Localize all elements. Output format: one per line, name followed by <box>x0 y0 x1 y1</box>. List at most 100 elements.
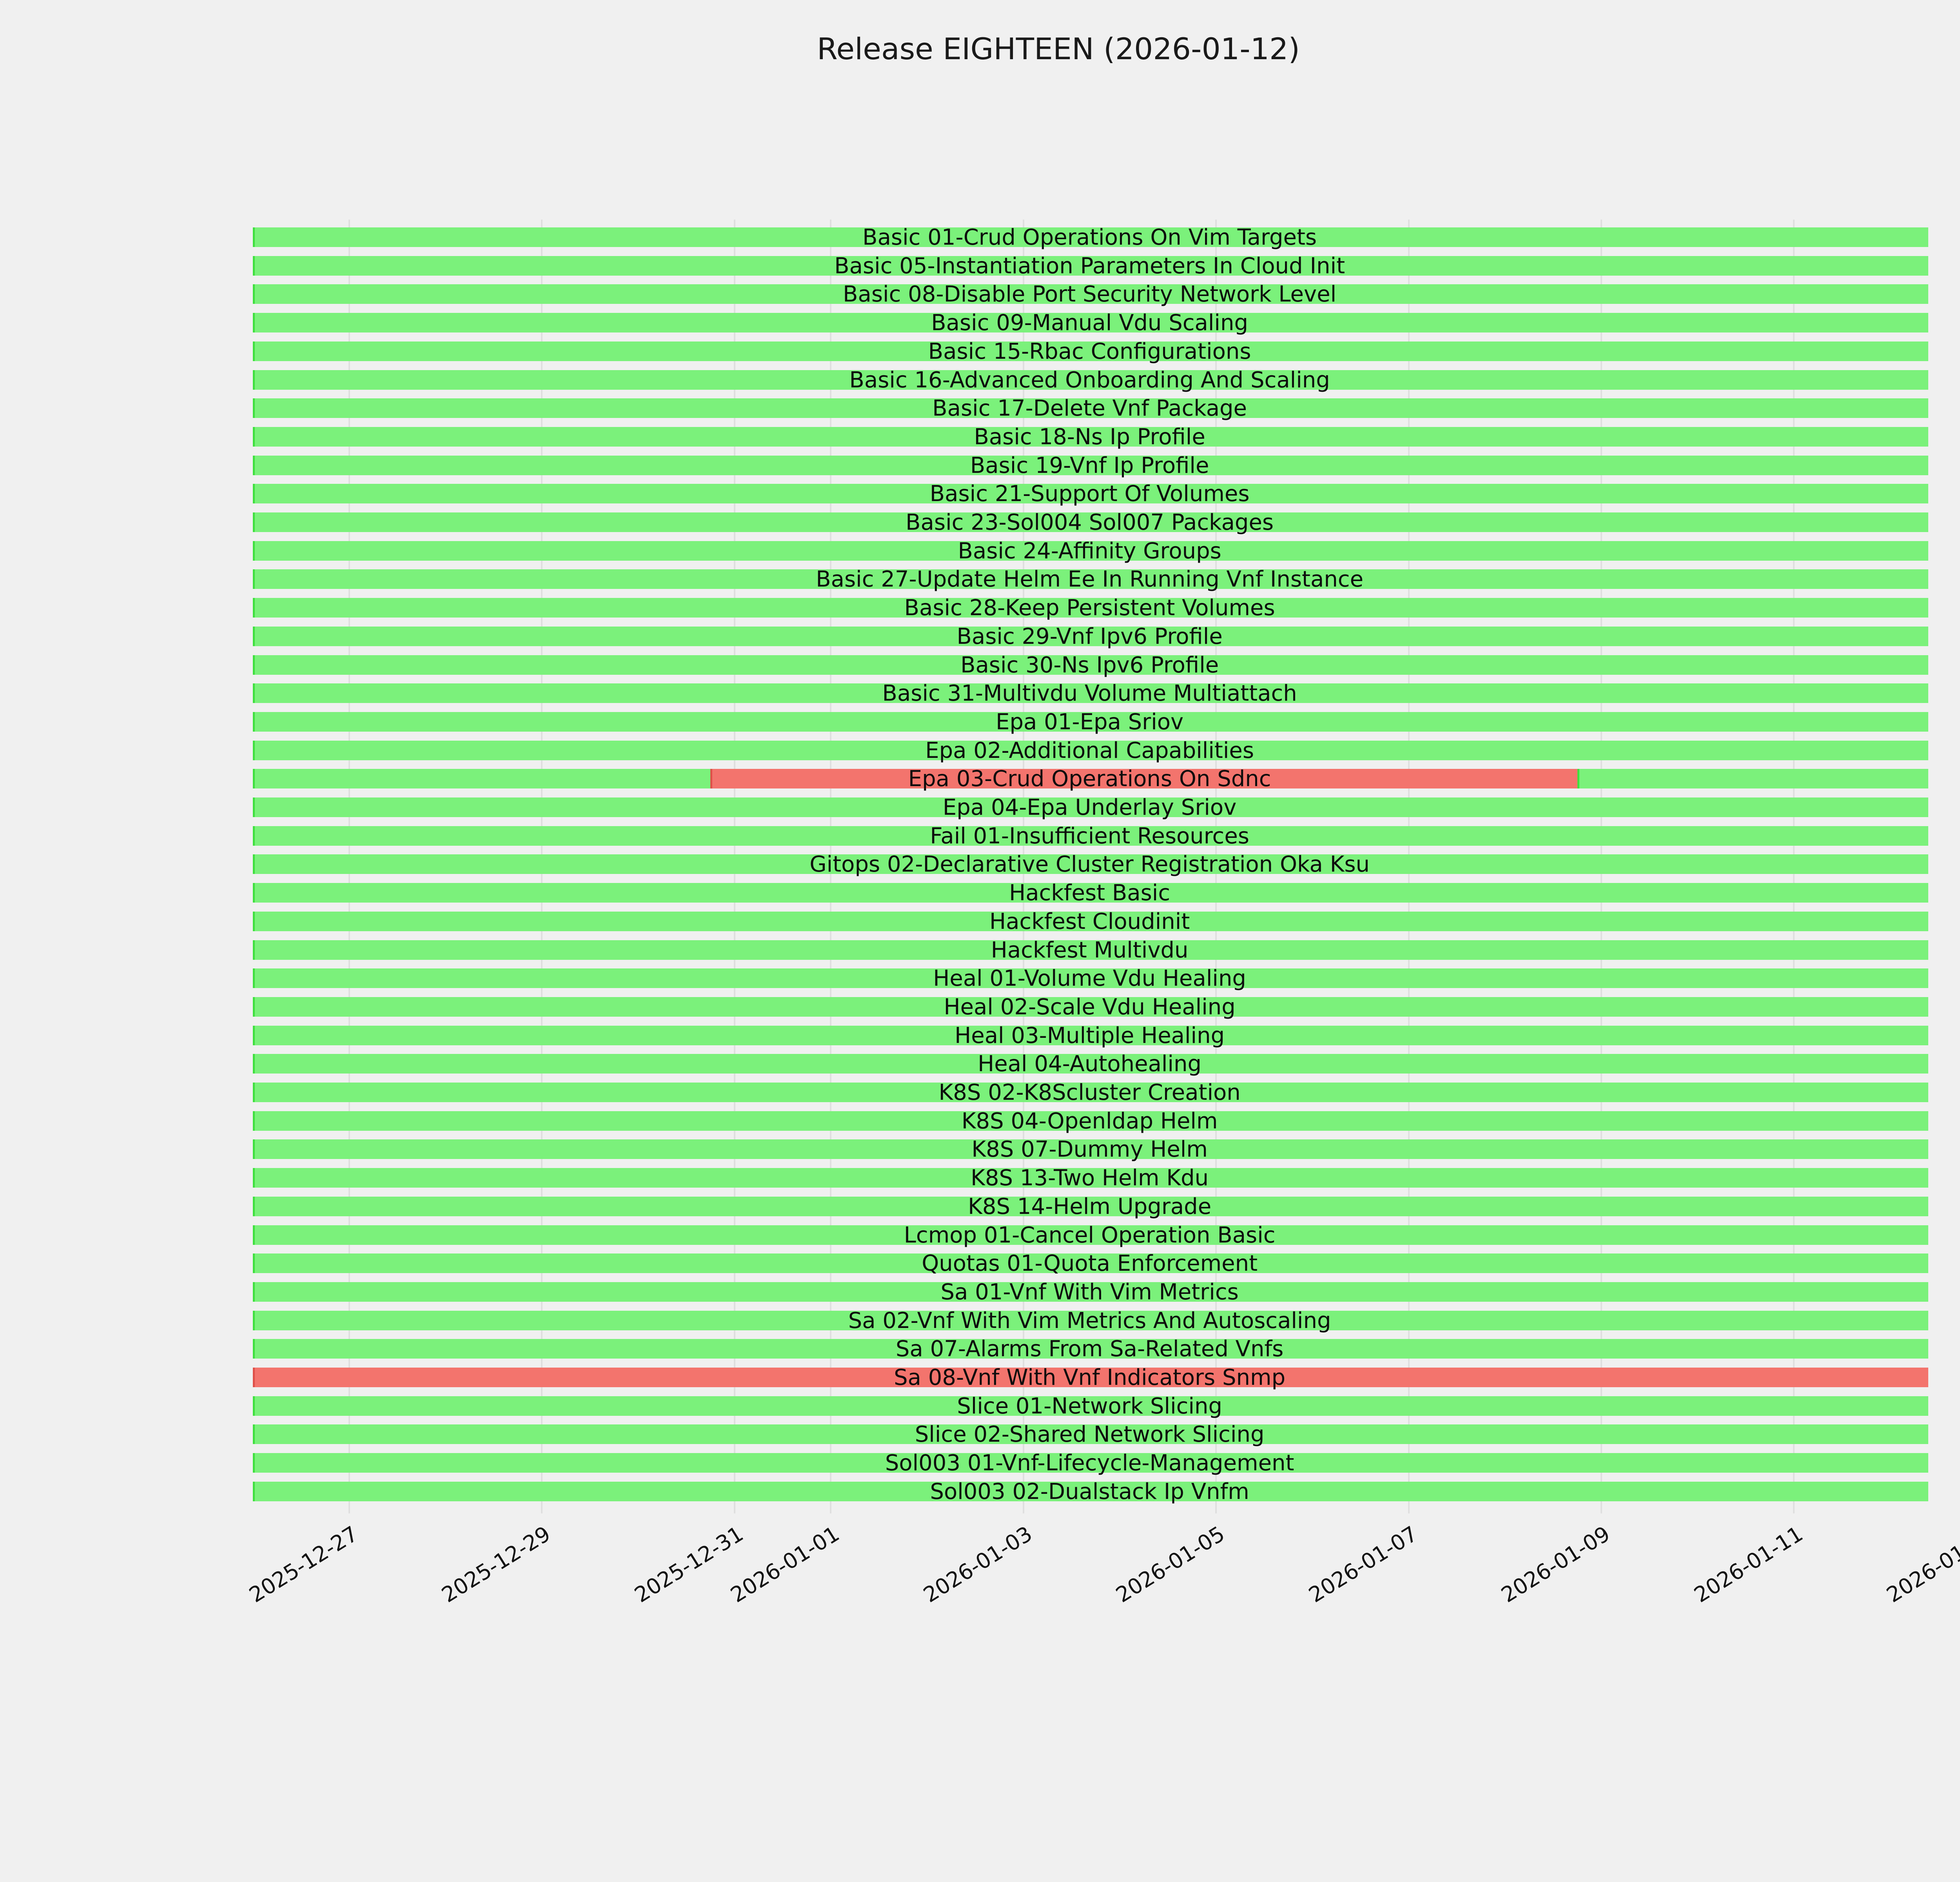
x-tick-label: 2025-12-29 <box>437 1521 555 1608</box>
task-label: Basic 17-Delete Vnf Package <box>932 396 1247 421</box>
task-row: Sa 02-Vnf With Vim Metrics And Autoscali… <box>253 1310 1960 1332</box>
task-label: Epa 03-Crud Operations On Sdnc <box>908 766 1271 792</box>
task-bar-segment <box>253 370 1929 390</box>
task-bar-segment <box>253 854 1929 874</box>
task-label: Fail 01-Insufficient Resources <box>930 823 1249 849</box>
task-label: Basic 27-Update Helm Ee In Running Vnf I… <box>816 567 1364 592</box>
x-tick-label: 2026-01-07 <box>1304 1521 1422 1608</box>
task-label: Slice 02-Shared Network Slicing <box>915 1422 1265 1448</box>
task-label: Sa 07-Alarms From Sa-Related Vnfs <box>895 1336 1284 1362</box>
task-row: Basic 23-Sol004 Sol007 Packages <box>253 510 1960 535</box>
task-row: K8S 07-Dummy Helm <box>253 1139 1960 1161</box>
task-label: Heal 03-Multiple Healing <box>955 1023 1225 1048</box>
task-row: Basic 27-Update Helm Ee In Running Vnf I… <box>253 567 1960 592</box>
task-bar-segment <box>253 1396 1929 1416</box>
task-row: Lcmop 01-Cancel Operation Basic <box>253 1222 1960 1248</box>
task-row: Sa 08-Vnf With Vnf Indicators Snmp <box>253 1367 1960 1389</box>
task-row: Epa 02-Additional Capabilities <box>253 738 1960 763</box>
task-bar-segment <box>253 455 1929 475</box>
task-bar-segment <box>253 997 1929 1017</box>
task-row: Sa 07-Alarms From Sa-Related Vnfs <box>253 1336 1960 1362</box>
task-bar-segment <box>253 740 1929 760</box>
task-label: Basic 18-Ns Ip Profile <box>974 424 1205 450</box>
task-bar-segment <box>253 911 1929 931</box>
task-row: Heal 02-Scale Vdu Healing <box>253 994 1960 1020</box>
task-bar-segment <box>253 1111 1929 1131</box>
task-label: Hackfest Multivdu <box>991 937 1189 963</box>
task-label: Sa 01-Vnf With Vim Metrics <box>940 1279 1239 1305</box>
task-row: Basic 15-Rbac Configurations <box>253 338 1960 364</box>
task-label: K8S 02-K8Scluster Creation <box>938 1080 1241 1105</box>
task-label: Slice 01-Network Slicing <box>957 1393 1223 1419</box>
task-row: Basic 21-Support Of Volumes <box>253 483 1960 505</box>
plot-area: Basic 01-Crud Operations On Vim Targets B… <box>245 220 1960 1608</box>
task-label: Epa 04-Epa Underlay Sriov <box>942 795 1237 820</box>
task-bar-segment <box>253 1453 1929 1473</box>
task-row: Basic 31-Multivdu Volume Multiattach <box>253 683 1960 705</box>
task-label: Epa 01-Epa Sriov <box>996 709 1184 735</box>
task-label: Basic 30-Ns Ipv6 Profile <box>960 652 1219 678</box>
task-row: Basic 09-Manual Vdu Scaling <box>253 312 1960 334</box>
task-label: Gitops 02-Declarative Cluster Registrati… <box>809 852 1370 877</box>
task-label: Basic 24-Affinity Groups <box>958 538 1221 564</box>
task-row: Hackfest Multivdu <box>253 937 1960 963</box>
task-row: Heal 04-Autohealing <box>253 1051 1960 1077</box>
task-label: Hackfest Cloudinit <box>989 908 1190 934</box>
task-bar-segment <box>253 1282 1929 1302</box>
task-row: Basic 01-Crud Operations On Vim Targets <box>253 227 1960 249</box>
task-bar-segment <box>253 598 1929 618</box>
task-row: Heal 01-Volume Vdu Healing <box>253 968 1960 990</box>
task-label: Lcmop 01-Cancel Operation Basic <box>904 1222 1276 1248</box>
task-bar-segment <box>253 1083 1929 1102</box>
task-row: Slice 02-Shared Network Slicing <box>253 1422 1960 1448</box>
task-bar-segment <box>253 883 1929 903</box>
x-tick-label: 2026-01-11 <box>1690 1521 1807 1608</box>
task-label: Heal 02-Scale Vdu Healing <box>944 994 1236 1020</box>
task-row: Sa 01-Vnf With Vim Metrics <box>253 1279 1960 1305</box>
task-bar-segment <box>253 256 1929 276</box>
task-bar-segment <box>253 1481 1929 1501</box>
task-bar-segment <box>253 797 1929 817</box>
task-bar-segment <box>253 1310 1929 1330</box>
task-label: Basic 19-Vnf Ip Profile <box>970 452 1209 478</box>
task-bar-segment <box>253 1225 1929 1245</box>
task-row: Heal 03-Multiple Healing <box>253 1023 1960 1048</box>
task-label: Basic 15-Rbac Configurations <box>928 338 1251 364</box>
task-bar-segment <box>253 313 1929 333</box>
task-bar-segment <box>253 341 1929 361</box>
task-bar-segment <box>253 227 1929 247</box>
task-row: Basic 18-Ns Ip Profile <box>253 424 1960 450</box>
task-label: Epa 02-Additional Capabilities <box>925 738 1254 763</box>
task-row: Quotas 01-Quota Enforcement <box>253 1251 1960 1277</box>
task-label: Basic 05-Instantiation Parameters In Clo… <box>834 253 1345 279</box>
task-bar-segment <box>253 427 1929 447</box>
task-row: Fail 01-Insufficient Resources <box>253 823 1960 849</box>
task-bar-segment <box>253 1054 1929 1074</box>
task-bar-segment <box>253 968 1929 988</box>
task-row: K8S 04-Openldap Helm <box>253 1108 1960 1134</box>
task-row: Hackfest Basic <box>253 880 1960 906</box>
task-label: K8S 04-Openldap Helm <box>961 1108 1218 1134</box>
task-bar-segment <box>253 541 1929 561</box>
task-bar-segment <box>253 1025 1929 1045</box>
task-row: K8S 14-Helm Upgrade <box>253 1195 1960 1217</box>
task-label: Quotas 01-Quota Enforcement <box>922 1251 1258 1277</box>
task-row: Epa 01-Epa Sriov <box>253 709 1960 735</box>
task-label: Hackfest Basic <box>1009 880 1171 906</box>
task-row: K8S 02-K8Scluster Creation <box>253 1080 1960 1105</box>
task-label: Basic 23-Sol004 Sol007 Packages <box>906 510 1274 535</box>
x-tick-label: 2026-01-13 <box>1882 1521 1960 1608</box>
x-tick-label: 2026-01-05 <box>1111 1521 1229 1608</box>
task-bar-segment <box>253 1139 1929 1159</box>
task-bar-segment <box>253 1368 1929 1387</box>
task-bar-segment <box>253 284 1929 304</box>
task-bar-segment <box>253 484 1929 504</box>
task-bar-segment <box>253 569 1929 589</box>
task-row: Basic 08-Disable Port Security Network L… <box>253 282 1960 307</box>
x-tick-label: 2025-12-27 <box>245 1521 363 1608</box>
task-bar-segment <box>253 512 1929 532</box>
task-label: Heal 04-Autohealing <box>978 1051 1202 1077</box>
task-label: Basic 29-Vnf Ipv6 Profile <box>956 623 1223 649</box>
task-bar-segment <box>253 1253 1929 1273</box>
task-label: Basic 08-Disable Port Security Network L… <box>843 282 1337 307</box>
